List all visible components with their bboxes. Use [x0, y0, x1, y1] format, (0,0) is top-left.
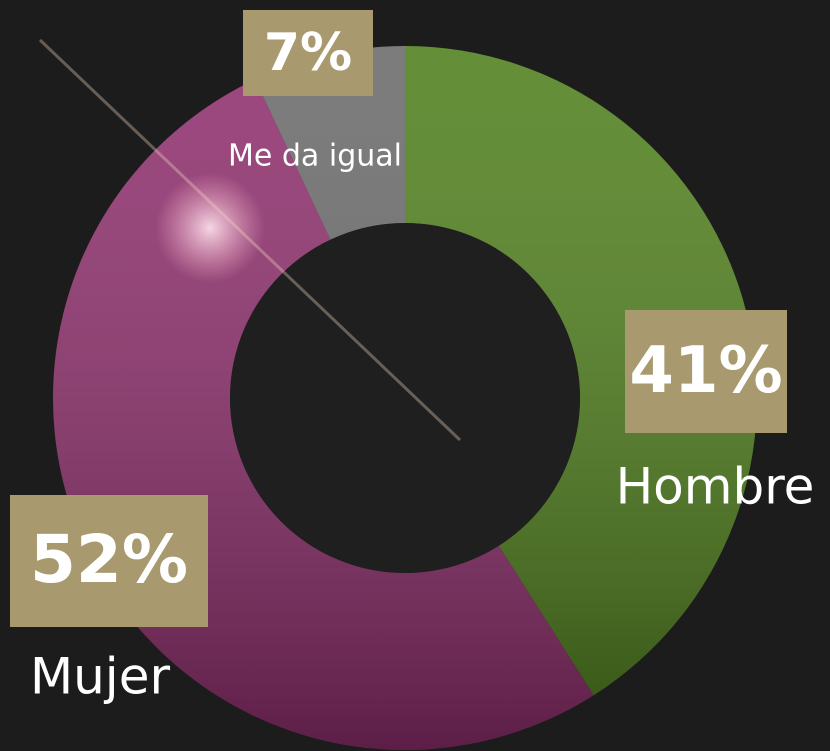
value-label-box [243, 10, 373, 96]
value-label: 52% [30, 521, 188, 598]
value-label: 41% [629, 334, 782, 408]
donut-hole [230, 223, 580, 573]
category-label: Me da igual [228, 139, 402, 174]
value-label-box [625, 310, 787, 433]
value-label: 7% [264, 23, 352, 83]
lens-flare [155, 173, 265, 283]
category-label: Mujer [30, 648, 170, 706]
value-label-box [10, 495, 208, 627]
flare-streak [38, 38, 462, 442]
category-label: Hombre [616, 458, 815, 516]
labels: 41% Hombre 52% Mujer 7% Me da igual [10, 10, 814, 706]
